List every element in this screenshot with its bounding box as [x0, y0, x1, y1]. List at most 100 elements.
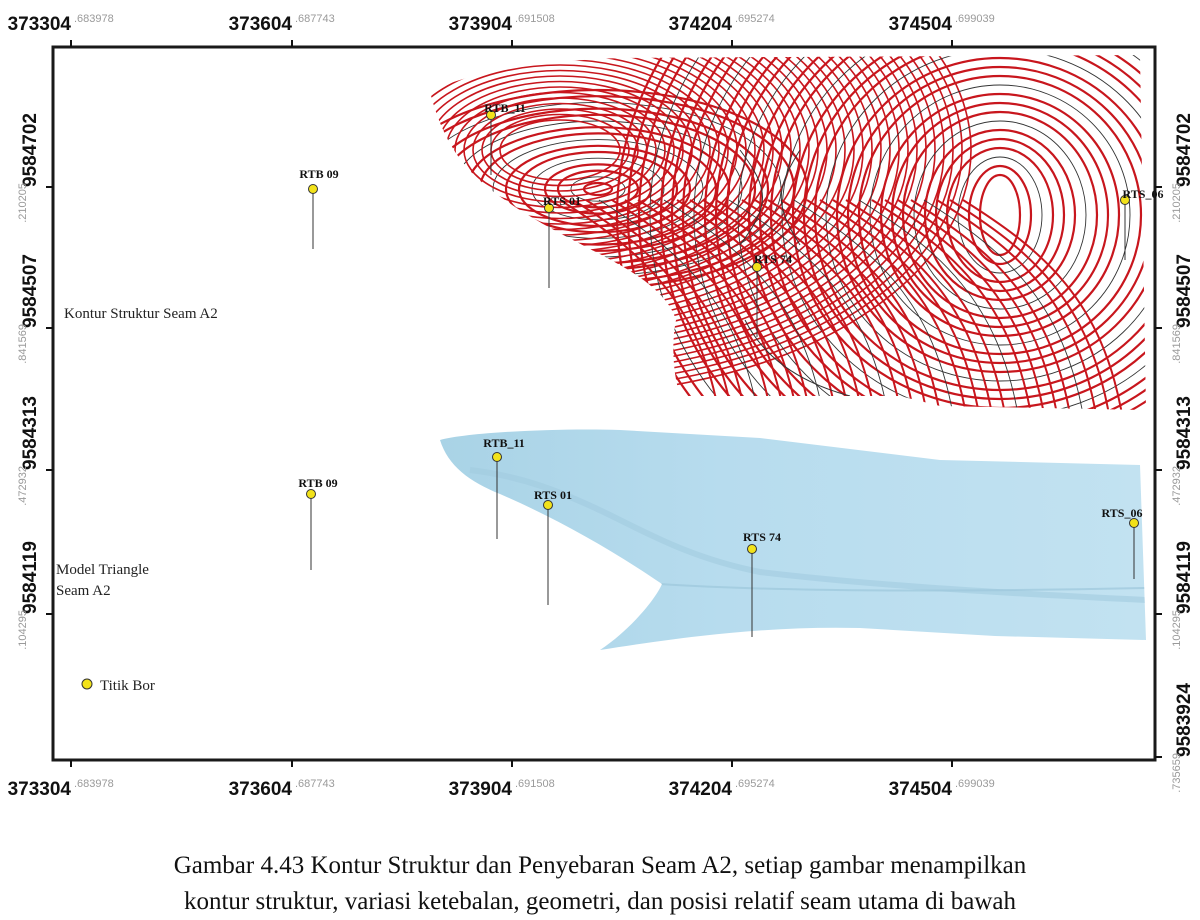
contour-line: [754, 199, 916, 410]
contour-line: [879, 92, 1121, 338]
contour-line: [957, 156, 1043, 274]
triangle-well-label: RTS_06: [1102, 506, 1143, 520]
x-tick-label-top: 373904: [449, 14, 513, 35]
contour-line: [741, 199, 903, 410]
x-tick-label-top: 374204: [669, 14, 733, 35]
triangle-panel: RTB_11 RTB 09 RTS 01 RTS 74 RTS_06 Model Tri…: [56, 429, 1146, 650]
y-tick-decimal-right: .104295: [1171, 610, 1183, 650]
x-tick-label-bottom: 374204: [669, 779, 733, 800]
triangle-borehole-icon: [306, 489, 316, 499]
contour-line: [572, 199, 734, 410]
contour-line: [835, 56, 1146, 374]
contour-line: [936, 199, 1098, 410]
triangle-panel-label-line1: Model Triangle: [56, 562, 149, 578]
contour-line: [598, 199, 760, 410]
triangle-panel-label-line2: Seam A2: [56, 583, 111, 599]
contour-line: [767, 199, 929, 410]
contour-line: [923, 199, 1085, 410]
contour-line: [585, 199, 747, 410]
borehole-legend-icon: [81, 678, 93, 690]
contour-line: [747, 55, 1146, 410]
y-tick-decimal-left: .841569: [17, 324, 29, 364]
contour-line: [825, 55, 1146, 382]
contour-line: [978, 173, 1022, 257]
contour-well-label: RTB 09: [299, 167, 338, 181]
contour-panel-label: Kontur Struktur Seam A2: [64, 306, 218, 322]
triangle-well-label: RTB 09: [298, 476, 337, 490]
contour-line: [663, 199, 825, 410]
x-tick-label-top: 373304: [8, 14, 72, 35]
x-tick-decimal-top: .695274: [735, 13, 775, 25]
contour-line: [758, 55, 1146, 410]
x-tick-decimal-bottom: .699039: [955, 778, 995, 790]
contour-line: [637, 55, 1146, 410]
contour-line: [769, 55, 1146, 410]
x-tick-decimal-top: .683978: [74, 13, 114, 25]
contour-line: [676, 199, 838, 410]
x-tick-label-bottom: 374504: [889, 779, 953, 800]
contour-line: [967, 164, 1033, 266]
legend: Titik Bor: [81, 678, 155, 694]
x-tick-decimal-bottom: .691508: [515, 778, 555, 790]
legend-label: Titik Bor: [100, 678, 155, 694]
contour-line: [819, 199, 981, 410]
y-tick-decimal-left: .210205: [17, 183, 29, 223]
contour-line: [430, 69, 702, 231]
contour-line: [481, 108, 639, 192]
contour-line: [897, 199, 1059, 410]
y-tick-label-right: 9584507: [1174, 254, 1195, 328]
triangle-borehole-icon: [543, 500, 553, 510]
triangle-well-label: RTS 74: [743, 530, 781, 544]
x-tick-decimal-top: .687743: [295, 13, 335, 25]
x-tick-label-bottom: 373604: [229, 779, 293, 800]
contour-borehole-icon: [308, 184, 318, 194]
map-axes: 373304.683978373304.683978373604.6877433…: [8, 13, 1195, 800]
x-tick-decimal-top: .691508: [515, 13, 555, 25]
contour-line: [681, 55, 1146, 410]
contour-line: [624, 199, 786, 410]
contour-line: [857, 74, 1143, 356]
contour-borehole-icon: [752, 262, 762, 272]
contour-borehole-icon: [1120, 195, 1130, 205]
contour-line: [910, 199, 1072, 410]
contour-line: [901, 110, 1099, 320]
contour-line: [806, 199, 968, 410]
contour-borehole-icon: [544, 203, 554, 213]
x-tick-decimal-bottom: .683978: [74, 778, 114, 790]
contour-line: [728, 199, 890, 410]
contour-line: [962, 199, 1124, 410]
y-tick-label-right: 9583924: [1174, 683, 1195, 757]
x-tick-decimal-top: .699039: [955, 13, 995, 25]
contour-borehole-icon: [486, 110, 496, 120]
y-tick-decimal-left: .472932: [17, 466, 29, 506]
triangle-shading-2: [659, 583, 1146, 592]
contour-line: [637, 199, 799, 410]
caption-line-1: Gambar 4.43 Kontur Struktur dan Penyebar…: [173, 852, 1027, 879]
y-tick-label-left: 9584507: [20, 254, 41, 328]
y-tick-decimal-right: .735659: [1171, 753, 1183, 793]
contour-line: [890, 101, 1110, 329]
contour-line: [846, 65, 1146, 365]
contour-line: [884, 199, 1046, 410]
contour-line: [559, 199, 721, 410]
contour-line: [689, 199, 851, 410]
x-tick-decimal-bottom: .695274: [735, 778, 775, 790]
contour-line: [913, 120, 1087, 310]
contour-well-label: RTS 01: [543, 194, 581, 208]
y-tick-decimal-right: .210205: [1171, 183, 1183, 223]
triangle-well-label: RTB_11: [483, 436, 525, 450]
y-tick-decimal-right: .472932: [1171, 466, 1183, 506]
contour-line: [703, 55, 1146, 410]
y-tick-label-right: 9584702: [1174, 113, 1195, 187]
contour-line: [693, 55, 1146, 410]
contour-line: [781, 55, 1146, 410]
triangle-well-label: RTS 01: [534, 488, 572, 502]
contour-line: [739, 149, 763, 246]
contour-line: [702, 199, 864, 410]
triangle-borehole-icon: [1129, 518, 1139, 528]
x-tick-label-bottom: 373904: [449, 779, 513, 800]
contour-line: [744, 319, 851, 397]
y-tick-label-left: 9584119: [20, 541, 41, 614]
x-tick-label-top: 374504: [889, 14, 953, 35]
triangle-borehole-icon: [747, 544, 757, 554]
